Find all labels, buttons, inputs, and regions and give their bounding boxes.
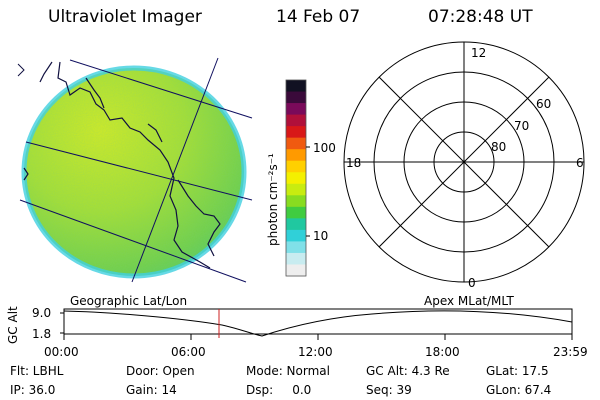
info-filter: Flt: LBHL [10, 364, 64, 378]
colorbar-segment [286, 241, 306, 254]
polar-lat-label-70: 70 [514, 119, 530, 133]
info-glon: GLon: 67.4 [486, 383, 552, 397]
colorbar-segment [286, 114, 306, 127]
colorbar-segment [286, 80, 306, 93]
info-door: Door: Open [126, 364, 195, 378]
info-gc-alt: GC Alt: 4.3 Re [366, 364, 450, 378]
colorbar-unit-label: photon cm⁻²s⁻¹ [266, 153, 280, 246]
colorbar-segment [286, 91, 306, 104]
colorbar-segment [286, 126, 306, 139]
colorbar-segment [286, 137, 306, 150]
colorbar-tick-10: 10 [313, 229, 329, 243]
colorbar-segment [286, 183, 306, 196]
colorbar-tick-100: 100 [313, 141, 336, 155]
timeline-y-tick-top: 9.0 [32, 306, 52, 320]
time-label: 07:28:48 UT [428, 7, 533, 27]
polar-label-bottom: 0 [468, 276, 476, 290]
coastline-overlay [23, 61, 221, 269]
timeline-plot [60, 308, 573, 340]
colorbar-segment [286, 264, 306, 277]
polar-lat-label-80: 80 [491, 140, 507, 154]
colorbar-segment [286, 103, 306, 116]
polar-grid [343, 41, 585, 283]
instrument-title: Ultraviolet Imager [48, 7, 202, 27]
timeline-axis-title: GC Alt [6, 306, 20, 344]
colorbar-segment [286, 172, 306, 185]
earth-disk-image [20, 65, 247, 290]
colorbar-segment [286, 195, 306, 208]
timeline-x-tick-1200: 12:00 [298, 345, 333, 359]
lat-lon-grid [19, 57, 253, 283]
info-ip: IP: 36.0 [10, 383, 56, 397]
colorbar-segment [286, 149, 306, 162]
info-gain: Gain: 14 [126, 383, 177, 397]
timeline-x-tick-2359: 23:59 [553, 345, 588, 359]
timeline-x-tick-0000: 00:00 [44, 345, 79, 359]
timeline-left-label: Geographic Lat/Lon [70, 294, 188, 308]
timeline-right-label: Apex MLat/MLT [424, 294, 514, 308]
polar-lat-label-60: 60 [536, 97, 552, 111]
timeline-x-tick-0600: 06:00 [171, 345, 206, 359]
polar-label-right: 6 [576, 156, 584, 170]
polar-label-left: 18 [346, 156, 362, 170]
colorbar-segment [286, 229, 306, 243]
timeline-x-tick-1800: 18:00 [425, 345, 460, 359]
info-glat: GLat: 17.5 [486, 364, 549, 378]
colorbar-segment [286, 218, 306, 231]
timeline-y-tick-bottom: 1.8 [32, 327, 52, 341]
info-dsp: Dsp: 0.0 [246, 383, 312, 397]
colorbar-segment [286, 252, 306, 266]
date-label: 14 Feb 07 [276, 7, 361, 27]
info-mode: Mode: Normal [246, 364, 330, 378]
colorbar [286, 80, 306, 277]
info-seq: Seq: 39 [366, 383, 412, 397]
colorbar-segment [286, 160, 306, 173]
polar-label-top: 12 [471, 46, 487, 60]
colorbar-segment [286, 206, 306, 219]
